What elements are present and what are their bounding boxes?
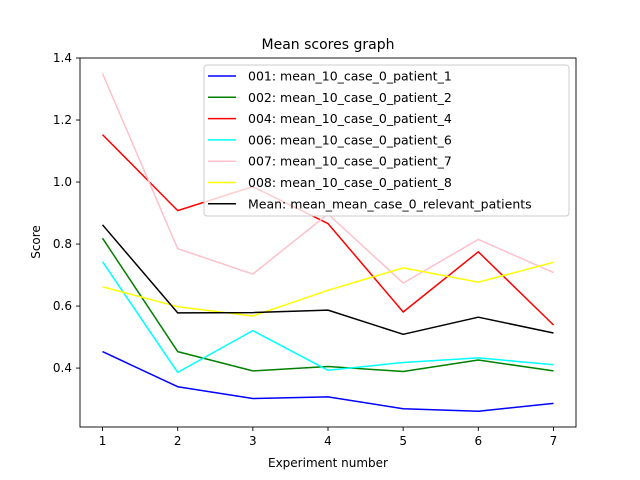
series-line-4 — [101, 261, 554, 374]
series-line-3 — [101, 134, 555, 326]
legend-label: 006: mean_10_case_0_patient_6 — [248, 132, 452, 147]
legend-label: 001: mean_10_case_0_patient_1 — [248, 69, 452, 84]
chart-title: Mean scores graph — [262, 37, 395, 53]
y-tick-label: 0.4 — [53, 361, 72, 375]
x-tick-label: 2 — [174, 434, 182, 448]
y-axis-ticks: 0.4 0.6 0.8 1.0 1.2 1.4 — [53, 51, 80, 375]
y-tick-label: 1.4 — [53, 51, 72, 65]
x-tick-label: 5 — [399, 434, 407, 448]
legend-label: 008: mean_10_case_0_patient_8 — [248, 175, 452, 190]
legend-label: 004: mean_10_case_0_patient_4 — [248, 111, 452, 126]
x-tick-label: 1 — [99, 434, 107, 448]
legend-label: 007: mean_10_case_0_patient_7 — [248, 154, 452, 169]
y-tick-label: 0.8 — [53, 237, 72, 251]
y-tick-label: 1.0 — [53, 175, 72, 189]
y-tick-label: 1.2 — [53, 113, 72, 127]
legend-items: 001: mean_10_case_0_patient_1 002: mean_1… — [208, 69, 532, 211]
x-tick-label: 7 — [550, 434, 558, 448]
x-axis-ticks: 1 2 3 4 5 6 7 — [99, 427, 558, 448]
legend-label: 002: mean_10_case_0_patient_2 — [248, 90, 452, 105]
series-line-1 — [102, 350, 554, 412]
y-axis-label: Score — [29, 225, 43, 259]
legend-label: Mean: mean_mean_case_0_relevant_patients — [248, 196, 532, 211]
x-tick-label: 3 — [249, 434, 257, 448]
series-line-7 — [101, 224, 554, 336]
y-tick-label: 0.6 — [53, 299, 72, 313]
legend: 001: mean_10_case_0_patient_1 002: mean_1… — [203, 64, 570, 217]
legend-box — [203, 64, 570, 217]
x-axis-label: Experiment number — [268, 456, 388, 470]
x-tick-label: 6 — [474, 434, 482, 448]
series-line-2 — [101, 237, 554, 373]
x-tick-label: 4 — [324, 434, 332, 448]
series-line-6 — [102, 261, 554, 317]
